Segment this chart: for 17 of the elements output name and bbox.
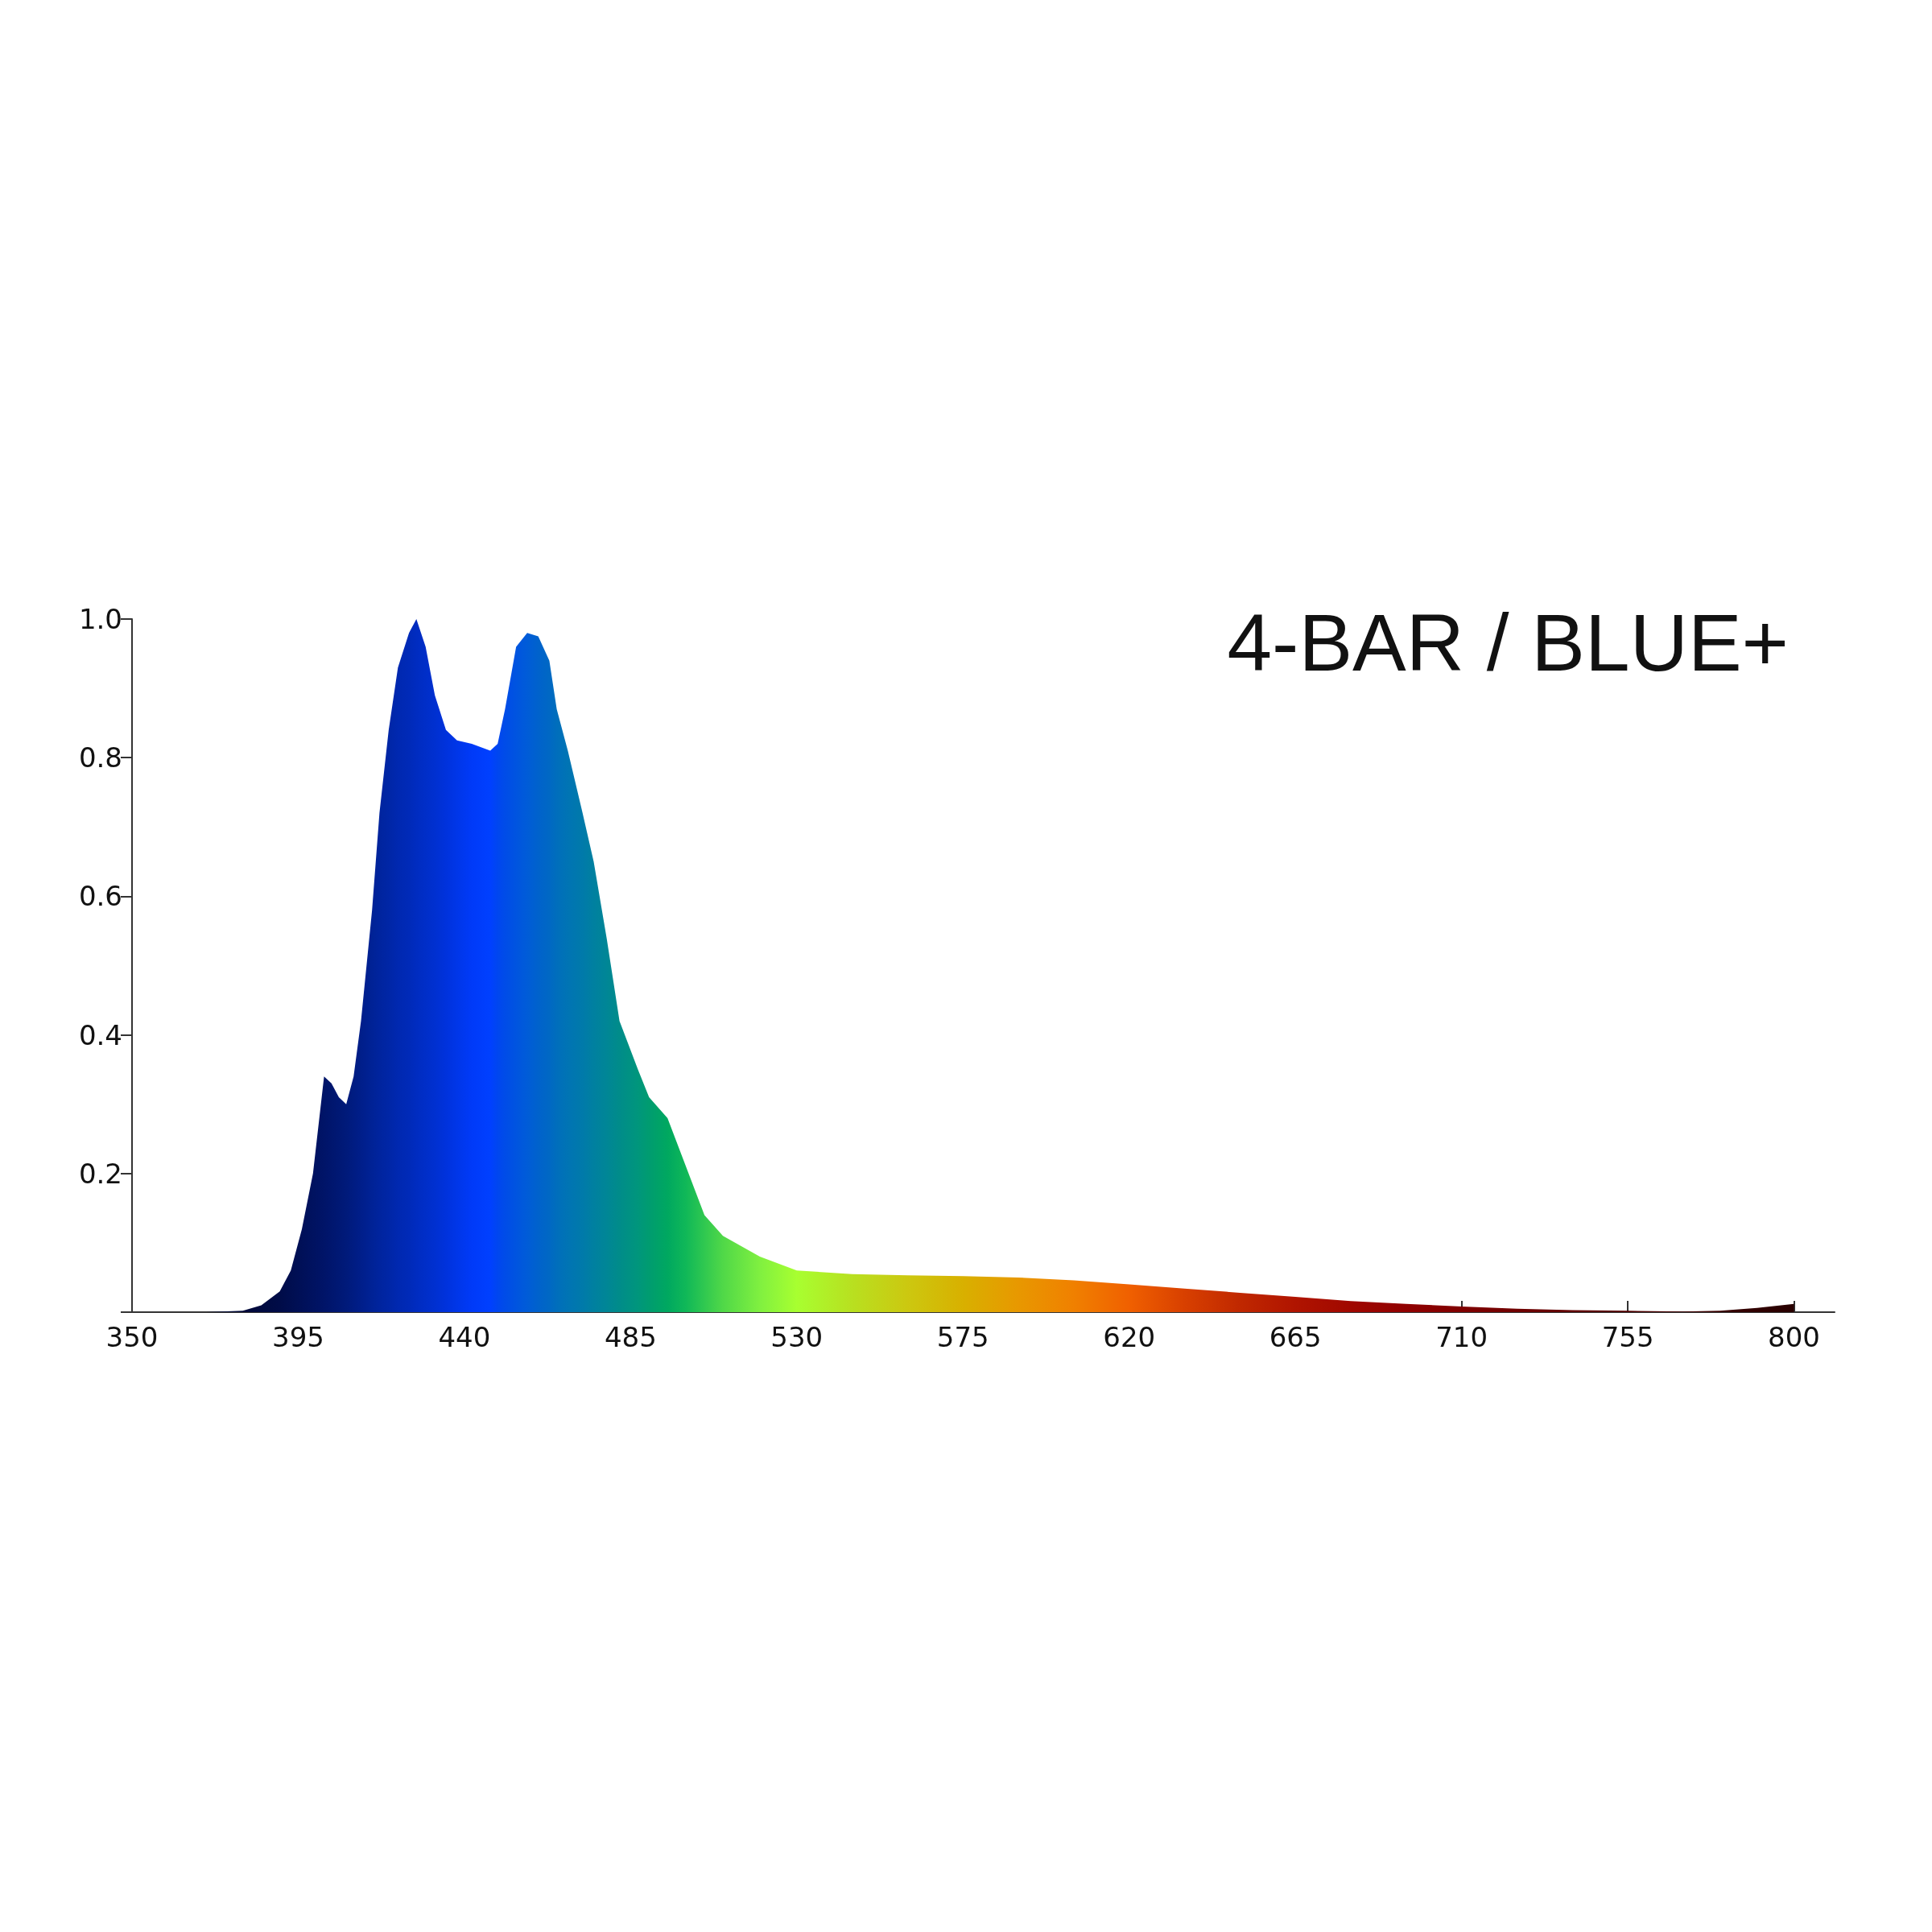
x-tick-label: 350 — [105, 1321, 159, 1353]
y-tick-label: 1.0 — [78, 603, 122, 635]
y-tick-label: 0.6 — [78, 880, 122, 913]
x-tick-label: 620 — [1103, 1321, 1156, 1353]
y-tick-label: 0.4 — [78, 1018, 122, 1051]
x-tick-label: 755 — [1601, 1321, 1654, 1353]
chart-title: 4-BAR / BLUE+ — [1227, 597, 1790, 687]
x-tick-label: 530 — [770, 1321, 824, 1353]
y-tick-label: 0.8 — [78, 741, 122, 774]
y-tick-label: 0.2 — [78, 1157, 122, 1190]
x-tick-label: 485 — [604, 1321, 657, 1353]
x-tick-label: 575 — [936, 1321, 989, 1353]
x-tick-label: 395 — [272, 1321, 324, 1353]
x-tick-label: 440 — [438, 1321, 491, 1353]
x-tick-label: 710 — [1435, 1321, 1488, 1353]
x-tick-label: 665 — [1269, 1321, 1322, 1353]
x-tick-label: 800 — [1768, 1321, 1820, 1353]
